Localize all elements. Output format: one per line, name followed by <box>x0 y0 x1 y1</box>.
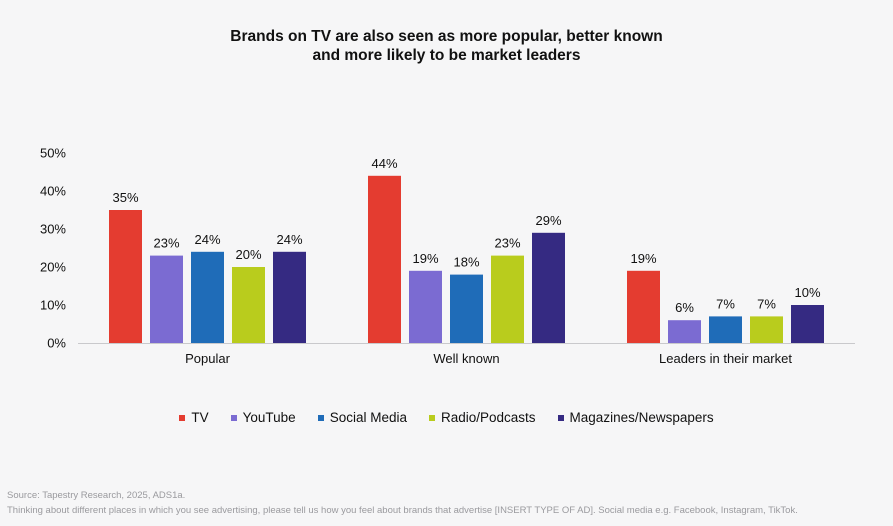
chart-legend: TV YouTube Social Media Radio/Podcasts M… <box>0 410 893 425</box>
legend-item-tv: TV <box>179 410 209 425</box>
bar-chart: 0% 10% 20% 30% 40% 50% 35% 23% 24% 20% 24% Popular 4… <box>40 146 855 366</box>
legend-swatch-magazines-newspapers <box>557 414 564 421</box>
bar-2-4 <box>791 305 824 343</box>
bar-1-0 <box>368 175 401 343</box>
data-label-1-1: 19% <box>412 251 438 266</box>
data-label-1-3: 23% <box>494 236 520 251</box>
chart-title-line-2: and more likely to be market leaders <box>312 47 581 64</box>
data-label-0-2: 24% <box>194 232 220 247</box>
bar-2-1 <box>668 320 701 343</box>
data-label-0-1: 23% <box>153 236 179 251</box>
legend-swatch-radio-podcasts <box>428 414 435 421</box>
footer: Source: Tapestry Research, 2025, ADS1a. … <box>7 488 798 518</box>
legend-item-youtube: YouTube <box>230 410 296 425</box>
bar-1-3 <box>491 255 524 343</box>
chart-title-line-1: Brands on TV are also seen as more popul… <box>230 28 663 45</box>
legend-label-tv: TV <box>191 410 209 425</box>
legend-label-social-media: Social Media <box>329 410 407 425</box>
x-tick-label-0: Popular <box>185 351 230 366</box>
bar-2-0 <box>627 270 660 343</box>
x-tick-label-1: Well known <box>433 351 499 366</box>
legend-label-youtube: YouTube <box>242 410 296 425</box>
data-label-1-4: 29% <box>535 213 561 228</box>
data-label-2-3: 7% <box>757 296 776 311</box>
bar-0-0 <box>109 210 142 343</box>
legend-label-radio-podcasts: Radio/Podcasts <box>440 410 536 425</box>
y-tick-label-2: 20% <box>40 260 66 275</box>
bar-1-2 <box>450 274 483 343</box>
bar-1-1 <box>409 270 442 343</box>
bar-0-1 <box>150 255 183 343</box>
data-label-2-2: 7% <box>716 296 735 311</box>
x-tick-label-2: Leaders in their market <box>659 351 792 366</box>
bar-1-4 <box>532 232 565 343</box>
y-tick-label-0: 0% <box>47 336 66 351</box>
question-note: Thinking about different places in which… <box>7 505 798 516</box>
legend-swatch-social-media <box>317 414 324 421</box>
legend-item-radio-podcasts: Radio/Podcasts <box>428 410 536 425</box>
data-label-1-2: 18% <box>453 255 479 270</box>
y-tick-label-3: 30% <box>40 222 66 237</box>
legend-label-magazines-newspapers: Magazines/Newspapers <box>569 410 714 425</box>
data-label-0-0: 35% <box>112 190 138 205</box>
y-tick-label-5: 50% <box>40 146 66 161</box>
source-note: Source: Tapestry Research, 2025, ADS1a. <box>7 490 186 501</box>
bar-0-3 <box>232 267 265 343</box>
chart-title: Brands on TV are also seen as more popul… <box>0 27 893 65</box>
data-label-2-4: 10% <box>794 285 820 300</box>
y-tick-label-4: 40% <box>40 184 66 199</box>
legend-swatch-youtube <box>230 414 237 421</box>
legend-item-social-media: Social Media <box>317 410 407 425</box>
data-label-0-3: 20% <box>235 247 261 262</box>
bar-0-2 <box>191 251 224 343</box>
data-label-2-1: 6% <box>675 300 694 315</box>
y-tick-label-1: 10% <box>40 298 66 313</box>
bar-2-3 <box>750 316 783 343</box>
bar-0-4 <box>273 251 306 343</box>
legend-item-magazines-newspapers: Magazines/Newspapers <box>557 410 714 425</box>
data-label-0-4: 24% <box>276 232 302 247</box>
data-label-1-0: 44% <box>371 156 397 171</box>
legend-swatch-tv <box>179 414 186 421</box>
data-label-2-0: 19% <box>630 251 656 266</box>
bar-2-2 <box>709 316 742 343</box>
